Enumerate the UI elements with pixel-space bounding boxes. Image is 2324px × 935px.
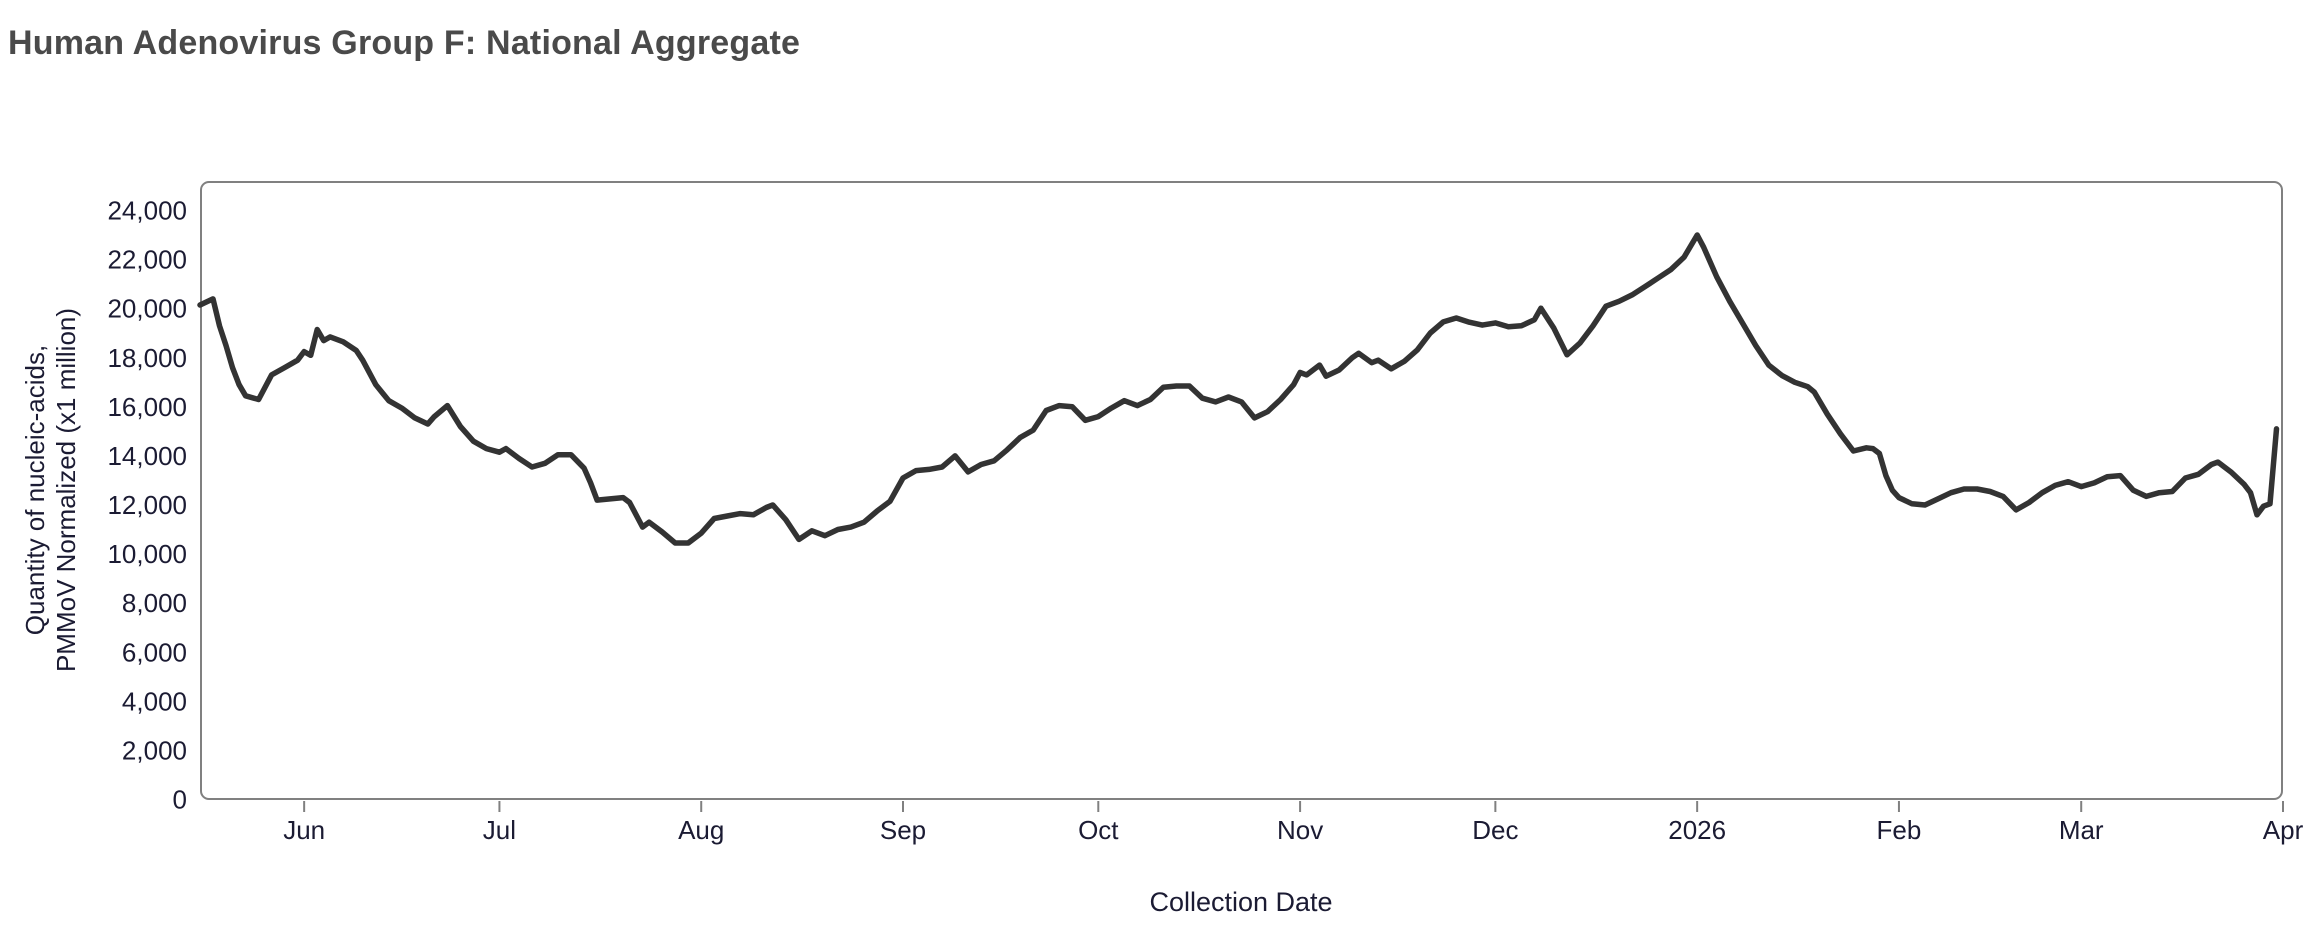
y-tick-label: 20,000 (107, 294, 187, 324)
plot-frame (200, 181, 2283, 800)
x-tick-label: Jul (483, 815, 516, 845)
y-tick-label: 14,000 (107, 441, 187, 471)
x-axis-title: Collection Date (1149, 887, 1333, 917)
x-tick-label: Sep (880, 815, 926, 845)
x-tick-label: Mar (2059, 815, 2104, 845)
x-tick-label: Jun (283, 815, 325, 845)
x-tick-label: Aug (678, 815, 724, 845)
y-tick-label: 8,000 (122, 588, 187, 618)
page-title: Human Adenovirus Group F: National Aggre… (8, 24, 801, 62)
x-tick-label: Dec (1472, 815, 1518, 845)
y-tick-label: 2,000 (122, 735, 187, 765)
y-tick-label: 6,000 (122, 637, 187, 667)
y-tick-label: 12,000 (107, 490, 187, 520)
series-line (197, 232, 2280, 546)
y-tick-label: 16,000 (107, 392, 187, 422)
y-tick-label: 22,000 (107, 245, 187, 275)
x-tick-label: Oct (1078, 815, 1119, 845)
x-tick-label: Feb (1877, 815, 1922, 845)
y-tick-label: 0 (173, 785, 187, 815)
y-tick-label: 24,000 (107, 196, 187, 226)
y-tick-label: 4,000 (122, 686, 187, 716)
x-tick-label: Apr (2263, 815, 2304, 845)
y-tick-label: 18,000 (107, 343, 187, 373)
x-tick-label: 2026 (1668, 815, 1726, 845)
x-tick-label: Nov (1277, 815, 1323, 845)
y-tick-label: 10,000 (107, 539, 187, 569)
